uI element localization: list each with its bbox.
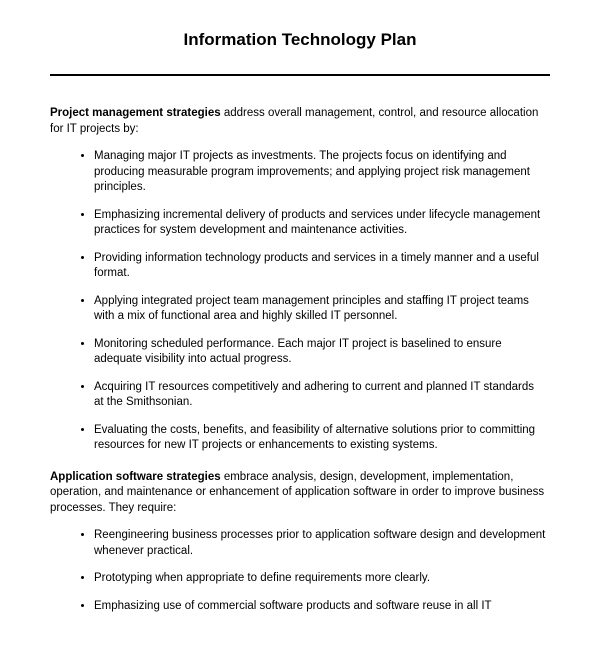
list-item: Monitoring scheduled performance. Each m… [94,337,550,368]
list-item: Emphasizing use of commercial software p… [94,599,550,615]
list-item: Emphasizing incremental delivery of prod… [94,208,550,239]
document-page: Information Technology Plan Project mana… [0,0,600,614]
section-2-lead: Application software strategies [50,471,221,483]
list-item: Reengineering business processes prior t… [94,528,550,559]
horizontal-rule [50,74,550,76]
section-1-intro: Project management strategies address ov… [50,106,550,137]
page-title: Information Technology Plan [50,30,550,50]
list-item: Managing major IT projects as investment… [94,149,550,196]
list-item: Evaluating the costs, benefits, and feas… [94,423,550,454]
section-2-intro: Application software strategies embrace … [50,470,550,517]
list-item: Applying integrated project team managem… [94,294,550,325]
list-item: Acquiring IT resources competitively and… [94,380,550,411]
section-2-bullets: Reengineering business processes prior t… [50,528,550,614]
section-1-bullets: Managing major IT projects as investment… [50,149,550,454]
list-item: Prototyping when appropriate to define r… [94,571,550,587]
list-item: Providing information technology product… [94,251,550,282]
section-1-lead: Project management strategies [50,107,221,119]
